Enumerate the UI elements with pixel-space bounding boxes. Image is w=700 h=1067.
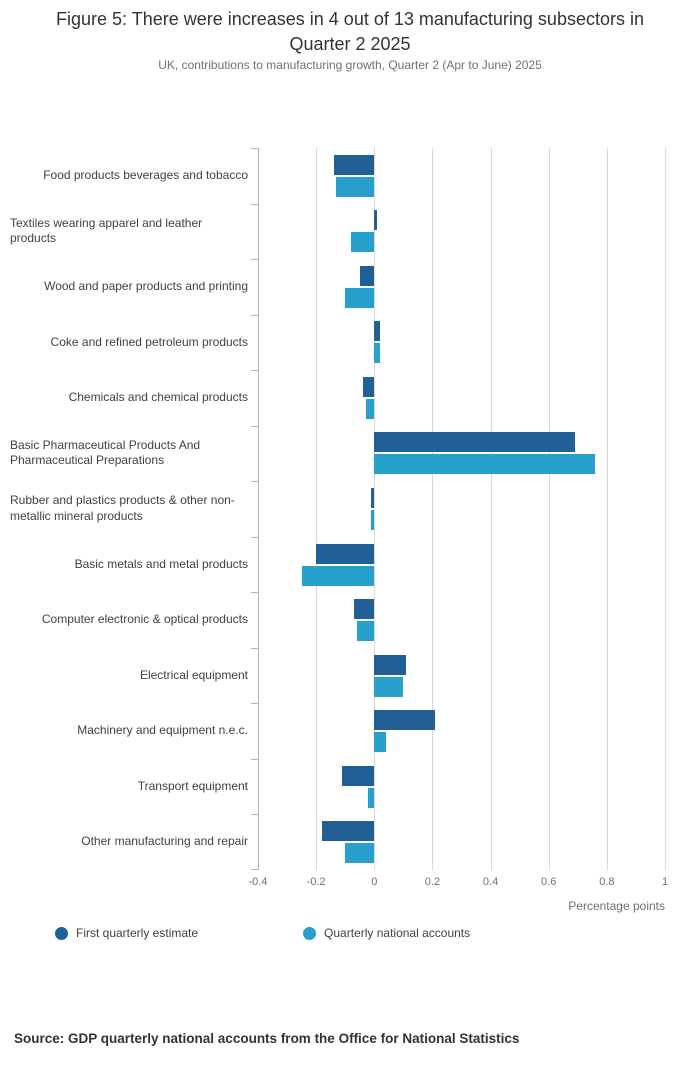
- category-label: Other manufacturing and repair: [81, 834, 248, 849]
- bar-first-estimate: [353, 599, 375, 620]
- x-axis-label: Percentage points: [568, 899, 665, 913]
- x-tick-label: 1: [661, 876, 669, 888]
- y-tick-mark: [251, 869, 258, 870]
- y-tick-mark: [251, 425, 258, 427]
- legend: First quarterly estimate Quarterly natio…: [55, 926, 470, 940]
- bar-first-estimate: [342, 765, 375, 786]
- bar-first-estimate: [374, 210, 378, 231]
- x-axis-ticks: -0.4 -0.2 0 0.2 0.4 0.6 0.8 1: [249, 876, 669, 892]
- gridline: [258, 148, 259, 870]
- category-label: Wood and paper products and printing: [44, 279, 248, 294]
- bar-first-estimate: [362, 376, 375, 397]
- bar-first-estimate: [374, 321, 381, 342]
- bar-first-estimate: [374, 710, 436, 731]
- y-tick-mark: [251, 703, 258, 705]
- category-label: Textiles wearing apparel and leather pro…: [10, 215, 203, 246]
- y-tick-mark: [251, 758, 258, 760]
- y-tick-mark: [251, 814, 258, 816]
- x-tick-label: -0.4: [248, 876, 268, 888]
- y-tick-mark: [251, 148, 258, 149]
- legend-label-national-accounts: Quarterly national accounts: [324, 926, 471, 940]
- legend-item-first-estimate[interactable]: First quarterly estimate: [55, 926, 198, 940]
- y-tick-mark: [251, 536, 258, 538]
- gridline: [374, 148, 376, 870]
- bar-first-estimate: [321, 821, 375, 842]
- bar-national-accounts: [345, 843, 375, 864]
- gridline: [606, 148, 608, 870]
- bar-national-accounts: [374, 343, 381, 364]
- category-label: Electrical equipment: [139, 667, 248, 682]
- legend-marker-first-estimate-icon: [55, 926, 68, 940]
- bar-national-accounts: [336, 176, 375, 197]
- gridline: [665, 148, 666, 870]
- bar-national-accounts: [374, 732, 386, 753]
- legend-label-first-estimate: First quarterly estimate: [76, 926, 199, 940]
- y-tick-mark: [251, 314, 258, 316]
- category-label: Transport equipment: [137, 778, 248, 793]
- bar-national-accounts: [371, 510, 375, 530]
- bar-national-accounts: [374, 676, 404, 697]
- bar-national-accounts: [356, 621, 375, 642]
- y-tick-mark: [251, 592, 258, 594]
- category-label: Coke and refined petroleum products: [50, 334, 248, 349]
- bar-first-estimate: [371, 488, 375, 508]
- category-label: Rubber and plastics products & other non…: [10, 493, 235, 523]
- x-tick-label: 0.8: [599, 876, 615, 888]
- y-tick-mark: [251, 647, 258, 649]
- legend-item-national-accounts[interactable]: Quarterly national accounts: [303, 926, 470, 940]
- category-label: Food products beverages and tobacco: [43, 167, 248, 182]
- bar-national-accounts: [345, 287, 375, 308]
- bar-national-accounts: [351, 232, 375, 253]
- y-tick-mark: [251, 370, 258, 372]
- gridline: [432, 148, 434, 870]
- gridline: [490, 148, 492, 870]
- bar-national-accounts: [368, 787, 375, 808]
- category-label: Computer electronic & optical products: [41, 612, 248, 627]
- chart-subtitle: UK, contributions to manufacturing growt…: [158, 58, 542, 72]
- x-tick-label: 0: [371, 876, 378, 888]
- category-label: Basic metals and metal products: [74, 556, 248, 571]
- legend-marker-national-accounts-icon: [303, 926, 317, 940]
- x-tick-label: -0.2: [306, 876, 326, 888]
- bar-first-estimate: [333, 154, 375, 175]
- bar-first-estimate: [359, 265, 375, 286]
- category-axis: Food products beverages and tobacco Texti…: [10, 148, 248, 870]
- bar-first-estimate: [374, 432, 575, 453]
- bar-first-estimate: [316, 543, 375, 564]
- x-tick-label: 0.4: [482, 876, 499, 888]
- bar-national-accounts: [301, 565, 375, 586]
- chart-title: Figure 5: There were increases in 4 out …: [56, 9, 644, 55]
- source-note: Source: GDP quarterly national accounts …: [14, 1031, 520, 1046]
- x-tick-label: 0.2: [424, 876, 441, 888]
- category-label: Basic Pharmaceutical Products And Pharma…: [10, 437, 201, 468]
- category-label: Chemicals and chemical products: [68, 390, 248, 405]
- gridline: [548, 148, 550, 870]
- y-tick-mark: [251, 259, 258, 261]
- bar-first-estimate: [374, 654, 407, 675]
- x-tick-label: 0.6: [541, 876, 557, 888]
- gridline: [316, 148, 318, 870]
- y-tick-mark: [251, 481, 258, 483]
- bar-national-accounts: [365, 398, 375, 419]
- category-label: Machinery and equipment n.e.c.: [77, 723, 248, 738]
- bar-national-accounts: [374, 454, 596, 475]
- y-tick-mark: [251, 203, 258, 205]
- plot-area: [251, 148, 666, 870]
